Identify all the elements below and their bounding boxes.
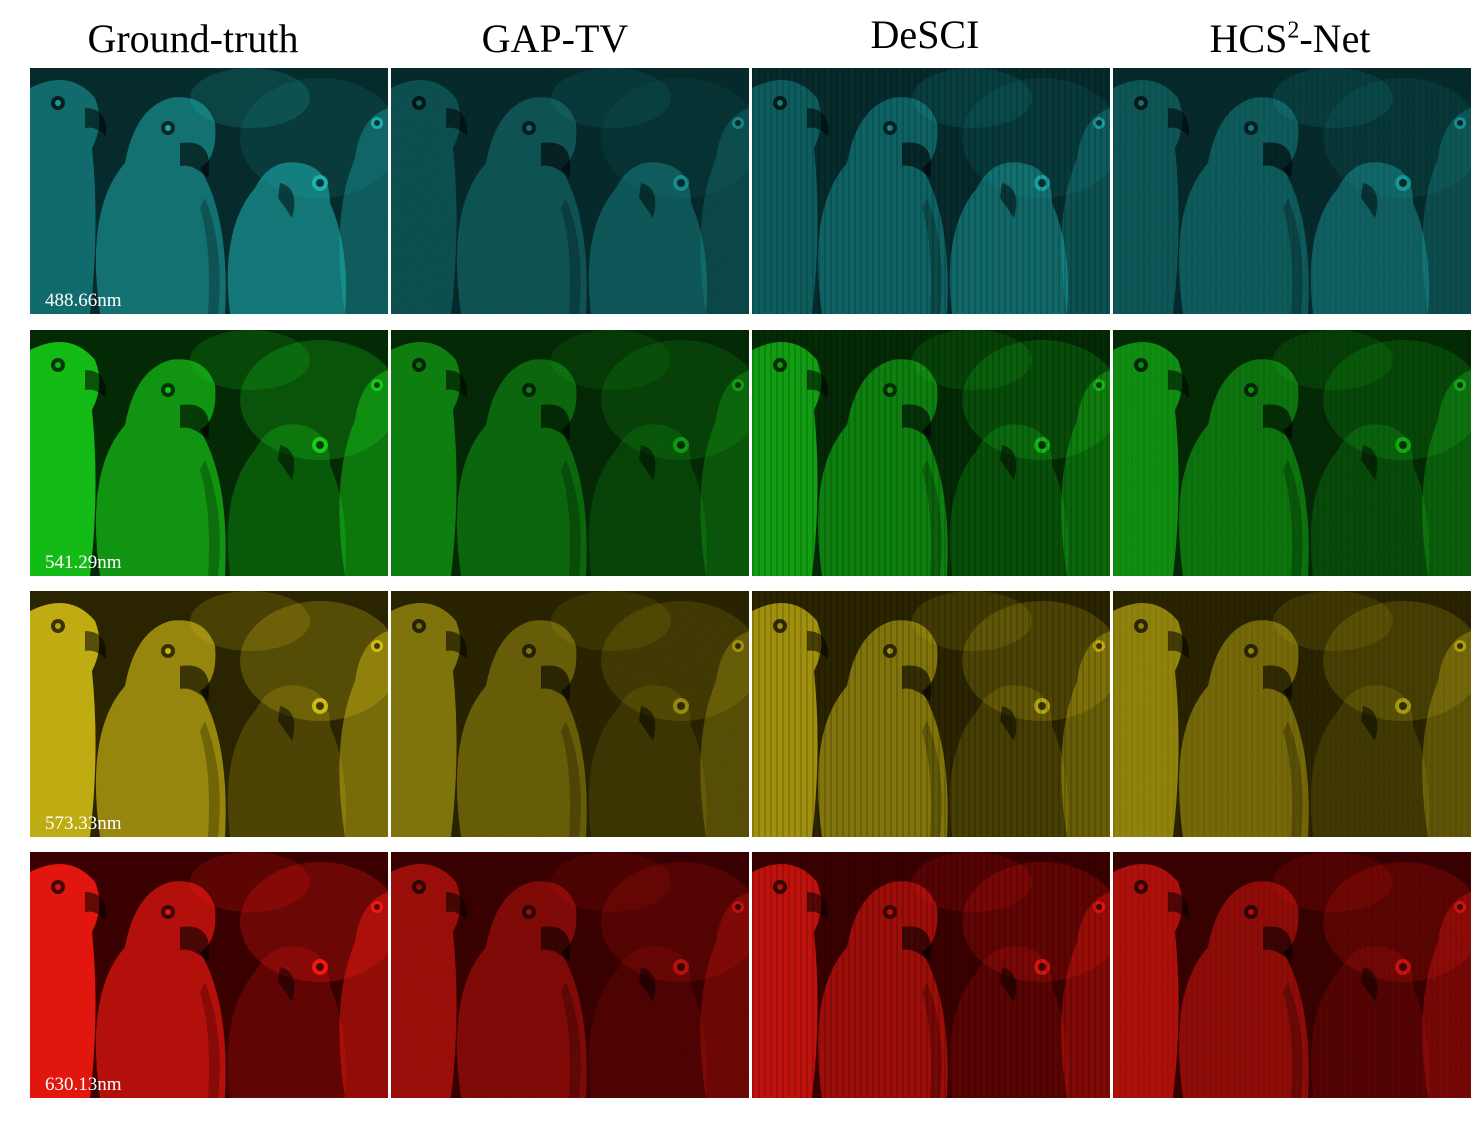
parrot-image — [1113, 591, 1471, 837]
panel-hcs2-net-488.66nm — [1113, 68, 1471, 314]
parrot-image — [391, 68, 749, 314]
wavelength-label: 488.66nm — [45, 290, 122, 311]
column-header-ground-truth: Ground-truth — [87, 16, 299, 61]
parrot-image — [30, 68, 388, 314]
panel-ground-truth-488.66nm: 488.66nm — [30, 68, 388, 314]
panel-gap-tv-630.13nm — [391, 852, 749, 1098]
panel-gap-tv-488.66nm — [391, 68, 749, 314]
net-label: -Net — [1299, 16, 1371, 61]
parrot-image — [30, 852, 388, 1098]
parrot-image — [391, 591, 749, 837]
panel-hcs2-net-630.13nm — [1113, 852, 1471, 1098]
panel-desci-630.13nm — [752, 852, 1110, 1098]
parrot-image — [391, 330, 749, 576]
parrot-image — [30, 591, 388, 837]
panel-ground-truth-630.13nm: 630.13nm — [30, 852, 388, 1098]
parrot-image — [391, 852, 749, 1098]
parrot-image — [752, 591, 1110, 837]
panel-ground-truth-541.29nm: 541.29nm — [30, 330, 388, 576]
panel-gap-tv-573.33nm — [391, 591, 749, 837]
wavelength-label: 630.13nm — [45, 1074, 122, 1095]
parrot-image — [752, 68, 1110, 314]
column-header-desci: DeSCI — [870, 12, 980, 57]
panel-hcs2-net-541.29nm — [1113, 330, 1471, 576]
panel-ground-truth-573.33nm: 573.33nm — [30, 591, 388, 837]
parrot-image — [752, 852, 1110, 1098]
hcs-superscript: 2 — [1287, 17, 1300, 44]
parrot-image — [752, 330, 1110, 576]
hcs-label: HCS — [1209, 16, 1288, 61]
parrot-image — [30, 330, 388, 576]
wavelength-label: 573.33nm — [45, 813, 122, 834]
parrot-image — [1113, 330, 1471, 576]
parrot-image — [1113, 68, 1471, 314]
column-header-hcs2-net: HCS2-Net — [1120, 14, 1460, 64]
panel-hcs2-net-573.33nm — [1113, 591, 1471, 837]
wavelength-label: 541.29nm — [45, 552, 122, 573]
panel-desci-573.33nm — [752, 591, 1110, 837]
column-header-gap-tv: GAP-TV — [481, 16, 629, 61]
panel-gap-tv-541.29nm — [391, 330, 749, 576]
panel-desci-541.29nm — [752, 330, 1110, 576]
parrot-image — [1113, 852, 1471, 1098]
panel-desci-488.66nm — [752, 68, 1110, 314]
